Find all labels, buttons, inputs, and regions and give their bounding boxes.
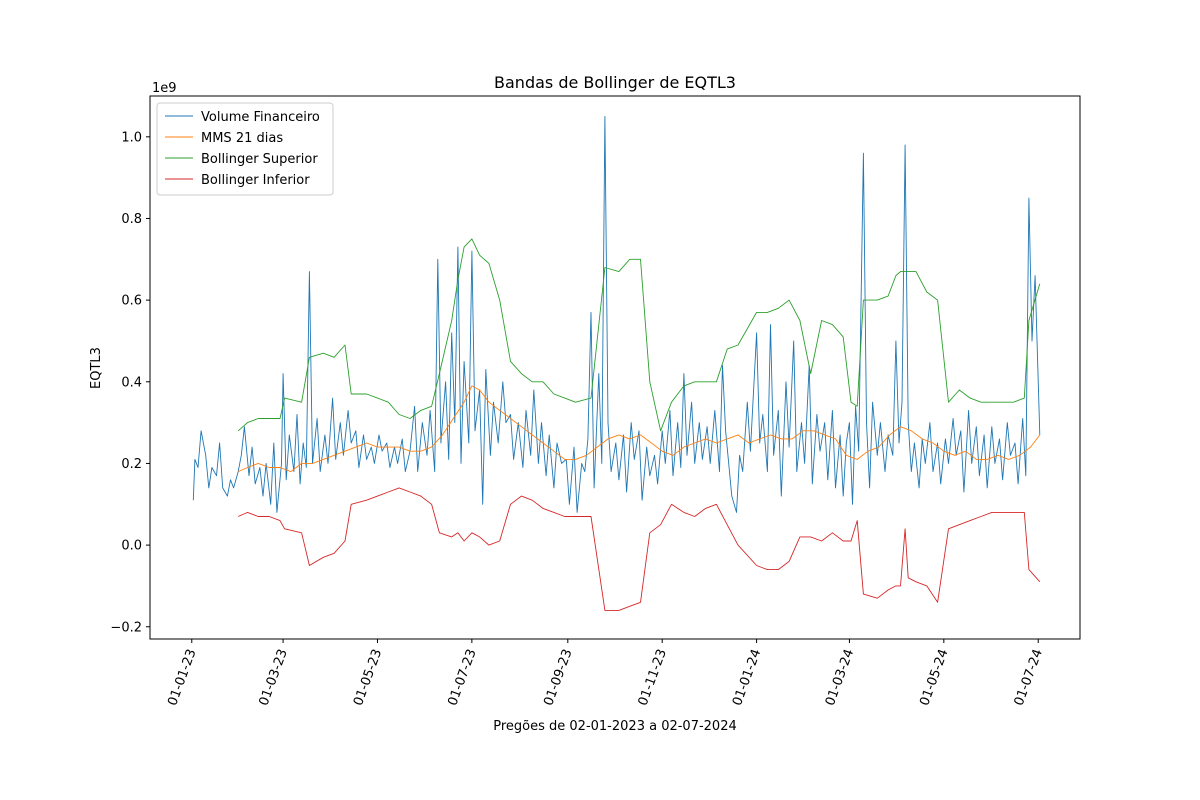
series-line-2 bbox=[238, 385, 1041, 473]
y-tick-label: 0.4 bbox=[121, 375, 142, 390]
x-axis-title: Pregões de 02-01-2023 a 02-07-2024 bbox=[493, 719, 737, 734]
legend-label: Bollinger Inferior bbox=[201, 173, 310, 188]
series-line-4 bbox=[238, 487, 1041, 611]
y-tick-label: 0.6 bbox=[121, 294, 142, 309]
series-line-1 bbox=[192, 115, 1041, 513]
y-axis: −0.2 0.0 0.2 0.4 0.6 0.8 1.0 bbox=[110, 130, 150, 635]
y-tick-label: 0.0 bbox=[121, 539, 142, 554]
y-axis-title: EQTL3 bbox=[89, 347, 104, 389]
series-layer bbox=[192, 115, 1041, 611]
y-offset-label: 1e9 bbox=[152, 81, 177, 96]
y-tick-label: 1.0 bbox=[121, 130, 142, 145]
y-tick-label: −0.2 bbox=[110, 620, 142, 635]
chart-title: Bandas de Bollinger de EQTL3 bbox=[494, 73, 736, 92]
y-tick-label: 0.2 bbox=[121, 457, 142, 472]
plot-frame bbox=[149, 95, 1081, 640]
y-tick-label: 0.8 bbox=[121, 212, 142, 227]
legend-label: MMS 21 dias bbox=[201, 131, 283, 146]
legend-label: Volume Financeiro bbox=[201, 110, 320, 125]
legend-label: Bollinger Superior bbox=[201, 152, 318, 167]
legend-box bbox=[156, 102, 334, 196]
series-line-3 bbox=[237, 238, 1041, 432]
legend: Volume Financeiro MMS 21 dias Bollinger Su… bbox=[156, 102, 334, 196]
